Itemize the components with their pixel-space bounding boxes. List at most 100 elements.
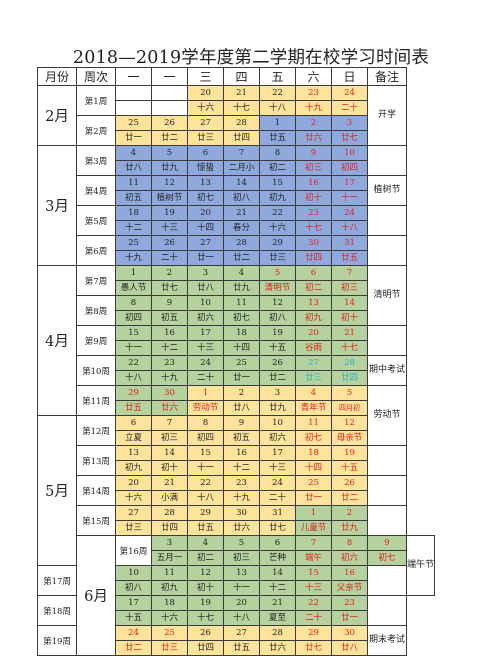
date-number: 4 [187, 535, 224, 551]
lunar-date: 十七 [331, 340, 368, 356]
date-number: 13 [295, 295, 332, 311]
lunar-date [115, 100, 152, 116]
lunar-date: 立夏 [115, 430, 152, 446]
lunar-date: 十一 [187, 460, 224, 476]
lunar-date: 廿五 [259, 130, 296, 146]
date-number: 17 [331, 175, 368, 191]
date-number: 25 [295, 475, 332, 491]
lunar-date: 十三 [259, 460, 296, 476]
lunar-date: 十八 [187, 490, 224, 506]
lunar-date: 廿七 [151, 280, 188, 296]
lunar-date: 廿五 [187, 520, 224, 536]
lunar-date: 十六 [259, 220, 296, 236]
date-number: 20 [115, 475, 152, 491]
week-label: 第14周 [76, 475, 116, 506]
date-number: 27 [187, 115, 224, 131]
lunar-date: 廿六 [259, 640, 296, 656]
remark-cell: 清明节 [367, 265, 407, 326]
lunar-date: 植树节 [151, 190, 188, 206]
lunar-date: 廿八 [331, 640, 368, 656]
lunar-date: 十七 [295, 220, 332, 236]
date-number: 18 [151, 595, 188, 611]
lunar-date: 初二 [259, 160, 296, 176]
date-number: 8 [115, 295, 152, 311]
date-number: 20 [223, 595, 260, 611]
date-number: 15 [115, 325, 152, 341]
remark-cell [367, 205, 407, 236]
header-notes: 备注 [367, 67, 407, 86]
month-label: 6月 [76, 535, 116, 656]
lunar-date: 廿一 [331, 610, 368, 626]
date-number [115, 85, 152, 101]
date-number: 26 [187, 625, 224, 641]
month-label: 5月 [37, 415, 77, 566]
lunar-date: 十八 [115, 370, 152, 386]
lunar-date: 二十 [187, 370, 224, 386]
lunar-date: 廿八 [115, 160, 152, 176]
week-label: 第2周 [76, 115, 116, 146]
lunar-date: 初六 [331, 550, 368, 566]
lunar-date: 十二 [151, 340, 188, 356]
date-number: 22 [187, 475, 224, 491]
header-day-thu: 四 [223, 67, 260, 86]
lunar-date: 廿九 [259, 400, 296, 416]
date-number: 24 [331, 205, 368, 221]
month-label: 3月 [37, 145, 77, 266]
date-number: 19 [187, 595, 224, 611]
lunar-date: 初十 [331, 310, 368, 326]
week-lunar-row: 十八 十九 二十 廿一 廿二 廿三 廿四 [38, 370, 435, 386]
lunar-date: 廿七 [295, 640, 332, 656]
lunar-date [151, 100, 188, 116]
date-number: 22 [259, 85, 296, 101]
lunar-date: 初九 [295, 310, 332, 326]
lunar-date: 十四 [295, 460, 332, 476]
week-lunar-row: 廿三 廿四 廿五 廿六 廿七 儿童节 廿九 [38, 520, 435, 536]
lunar-date: 十一 [223, 580, 260, 596]
date-number: 8 [331, 535, 368, 551]
date-number: 21 [331, 325, 368, 341]
week-row: 3月 第3周 4 5 6 7 8 9 10 [37, 145, 435, 266]
week-label: 第4周 [76, 175, 116, 206]
date-number: 22 [295, 595, 332, 611]
remark-cell [367, 235, 407, 266]
lunar-date: 十九 [115, 250, 152, 266]
date-number: 19 [151, 205, 188, 221]
date-number [151, 85, 188, 101]
lunar-date: 儿童节 [295, 520, 332, 536]
header-week: 周次 [76, 67, 116, 86]
date-number: 2 [223, 385, 260, 401]
date-number: 12 [187, 565, 224, 581]
week-lunar-row: 五月一 初二 初三 芒种 端午 初六 初七 [38, 550, 435, 566]
date-number: 27 [295, 355, 332, 371]
lunar-date: 二十 [151, 250, 188, 266]
lunar-date: 廿四 [187, 640, 224, 656]
date-number: 19 [331, 445, 368, 461]
date-number: 29 [295, 625, 332, 641]
week-row: 第11周 29 30 1 2 3 4 5 劳动节 [38, 385, 435, 446]
lunar-date: 初十 [151, 460, 188, 476]
date-number: 28 [259, 625, 296, 641]
date-number: 25 [115, 115, 152, 131]
lunar-date: 廿二 [115, 640, 152, 656]
lunar-date: 芒种 [259, 550, 296, 566]
lunar-date: 初四 [331, 160, 368, 176]
date-number: 30 [151, 385, 188, 401]
date-number: 30 [295, 235, 332, 251]
date-number: 12 [331, 415, 368, 431]
date-number: 19 [259, 325, 296, 341]
date-number: 27 [115, 505, 152, 521]
date-number: 21 [151, 475, 188, 491]
week-row: 第15周 27 28 29 30 31 1 2 [38, 505, 435, 536]
lunar-date: 清明节 [259, 280, 296, 296]
date-number: 10 [331, 145, 368, 161]
lunar-date: 初五 [151, 310, 188, 326]
lunar-date: 廿四 [295, 250, 332, 266]
date-number: 4 [223, 265, 260, 281]
lunar-date: 十七 [223, 100, 260, 116]
lunar-date: 愚人节 [115, 280, 152, 296]
date-number: 20 [187, 85, 224, 101]
date-number: 28 [223, 235, 260, 251]
lunar-date: 初三 [223, 550, 260, 566]
week-label: 第15周 [76, 505, 116, 536]
date-number: 15 [295, 565, 332, 581]
